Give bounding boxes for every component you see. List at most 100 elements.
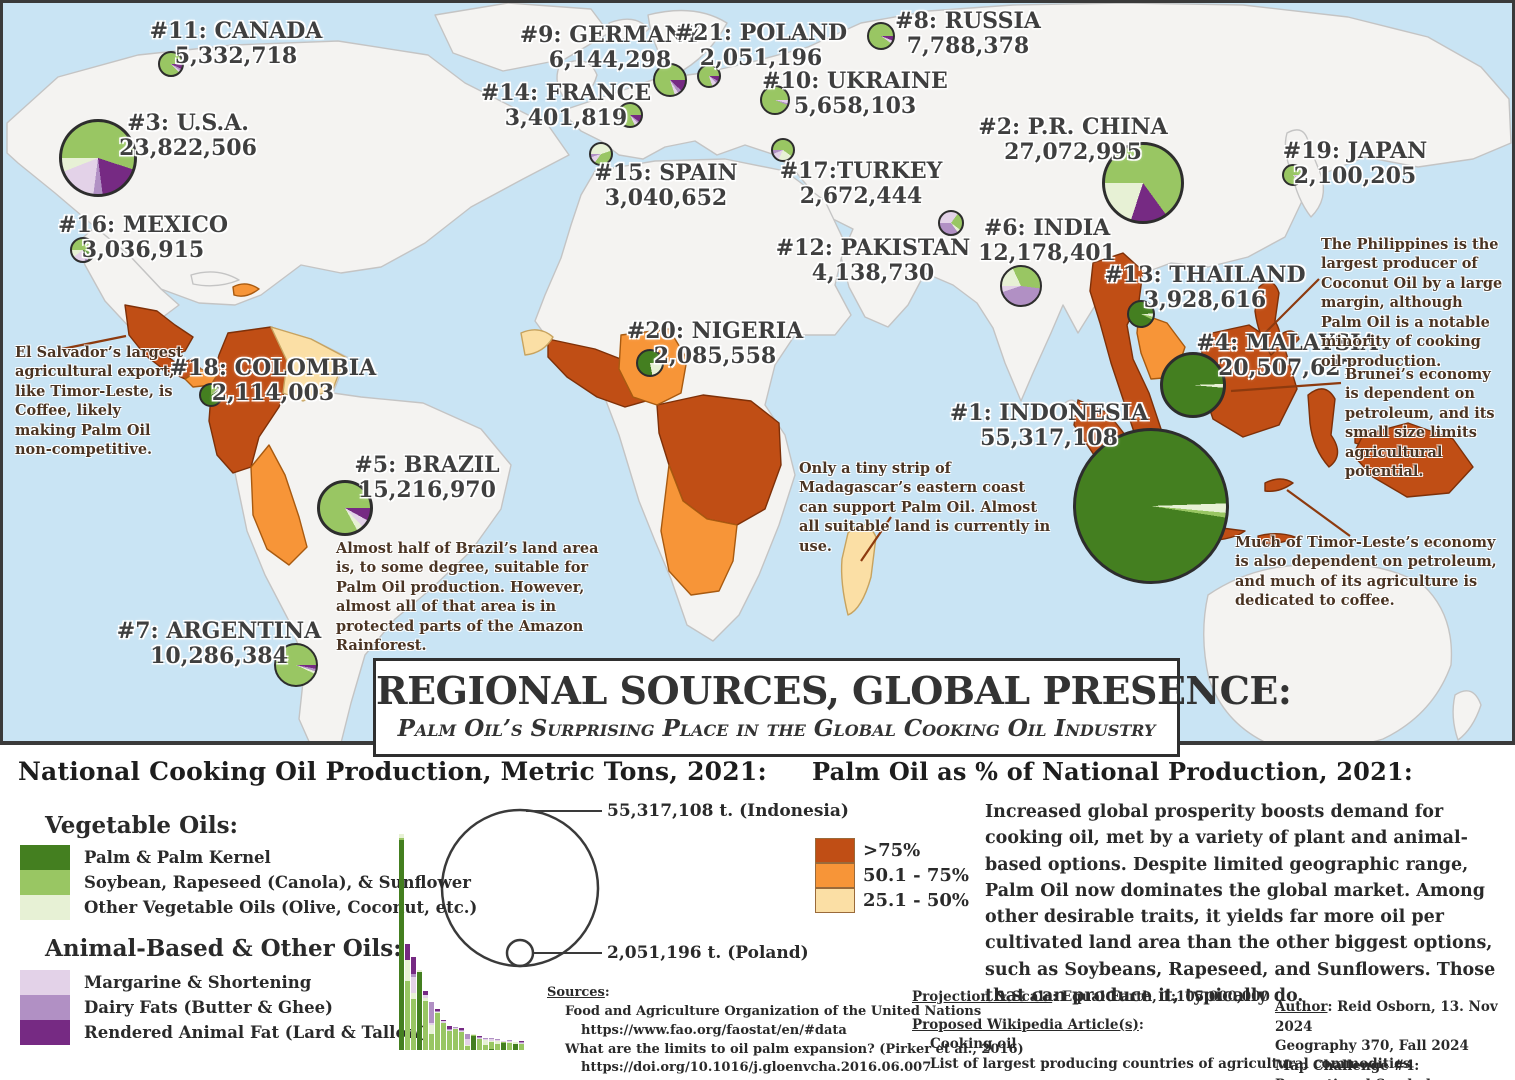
bar-segment-soy	[465, 1045, 470, 1050]
bar--20-nigeria	[513, 1041, 518, 1050]
country-production-value: 2,114,003	[211, 380, 335, 407]
bar-segment-other	[465, 1044, 470, 1046]
country-label: #20: NIGERIA 2,085,558	[626, 318, 804, 370]
choropleth-legend: >75% 50.1 - 75% 25.1 - 50%	[815, 838, 969, 913]
bar--15-spain	[483, 1037, 488, 1050]
country-label: #16: MEXICO 3,036,915	[58, 212, 228, 264]
bar-segment-dairy	[489, 1037, 494, 1039]
bar-segment-marg	[411, 977, 416, 994]
bar-segment-other	[411, 993, 416, 999]
wiki-item: Cooking oil	[930, 1036, 1017, 1053]
bar-segment-dairy	[453, 1027, 458, 1029]
margarine-swatch	[20, 970, 70, 995]
pie--2-p-r-china	[1102, 142, 1184, 224]
country-rank-name: #14: FRANCE	[480, 80, 652, 106]
bar-segment-other	[423, 998, 428, 1001]
legend-label: Other Vegetable Oils (Olive, Coconut, et…	[84, 898, 478, 917]
world-map	[6, 3, 1512, 741]
bar-segment-other	[417, 969, 422, 972]
bar--21-poland	[519, 1040, 524, 1050]
projection-block: Projection & Scale: Equal Earth, 1:105,0…	[912, 988, 1410, 1074]
bar-segment-marg	[483, 1038, 488, 1040]
bar-segment-soy	[507, 1043, 512, 1050]
bar--8-russia	[441, 1019, 446, 1050]
country-production-value: 3,036,915	[81, 237, 205, 264]
bar-segment-other	[399, 834, 404, 839]
bar-segment-soy	[429, 1033, 434, 1050]
legend-row-50-75: 50.1 - 75%	[815, 863, 969, 888]
country-production-value: 7,788,378	[906, 33, 1030, 60]
country-production-value: 55,317,108	[980, 425, 1118, 452]
pie--15-spain	[589, 142, 613, 166]
wiki-heading: Proposed Wikipedia Article(s):	[912, 1016, 1144, 1033]
bar--10-ukraine	[453, 1027, 458, 1050]
legend-row-dairy: Dairy Fats (Butter & Ghee)	[20, 995, 428, 1020]
country-label: #2: P.R. CHINA 27,072,995	[978, 114, 1168, 166]
choropleth-over-75	[124, 252, 1474, 545]
country-rank-name: #15: SPAIN	[594, 160, 738, 186]
bar--11-canada	[459, 1028, 464, 1050]
country-production-value: 2,085,558	[653, 343, 777, 370]
bar-segment-marg	[429, 1022, 434, 1026]
bar-segment-fat	[405, 944, 410, 961]
author-line: Author: Reid Osborn, 13. Nov 2024	[1275, 999, 1498, 1035]
country-rank-name: #21: POLAND	[674, 20, 848, 46]
bar--4-malaysia	[417, 969, 422, 1050]
bar--7-argentina	[435, 1009, 440, 1050]
bar--17-turkey	[495, 1039, 500, 1050]
pie--19-japan	[1282, 164, 1304, 186]
bar-segment-dairy	[411, 973, 416, 978]
bar-segment-soy	[519, 1043, 524, 1050]
bar-segment-soy	[483, 1045, 488, 1050]
pie--20-nigeria	[636, 349, 664, 377]
country-rank-name: #2: P.R. CHINA	[978, 114, 1168, 140]
bar--1-indonesia	[399, 834, 404, 1050]
credit-line: Geography 370, Fall 2024	[1275, 1038, 1469, 1055]
bar-segment-marg	[477, 1038, 482, 1040]
wiki-item: List of largest producing countries of a…	[930, 1055, 1411, 1072]
country-label: #5: BRAZIL 15,216,970	[354, 452, 499, 504]
legend-label: Margarine & Shortening	[84, 973, 312, 992]
country-production-value: 23,822,506	[119, 135, 257, 162]
source-line: Food and Agriculture Organization of the…	[565, 1003, 982, 1019]
palm-swatch	[20, 845, 70, 870]
country-rank-name: #17:TURKEY	[779, 158, 943, 184]
country-label: #3: U.S.A. 23,822,506	[119, 110, 257, 162]
country-label: #11: CANADA 5,332,718	[150, 18, 323, 70]
bar--18-colombia	[501, 1041, 506, 1050]
bar-segment-soy	[453, 1029, 458, 1050]
country-label: #8: RUSSIA 7,788,378	[895, 8, 1041, 60]
bar-segment-soy	[489, 1042, 494, 1049]
bar-segment-marg	[459, 1030, 464, 1032]
annotation-timor-leste: Much of Timor-Leste’s economy is also de…	[1235, 534, 1497, 610]
bar-segment-marg	[507, 1041, 512, 1043]
country-label: #9: GERMANY 6,144,298	[520, 22, 701, 74]
annotation-philippines: The Philippines is the largest producer …	[1321, 236, 1503, 370]
country-label: #15: SPAIN 3,040,652	[594, 160, 738, 212]
bar-segment-palm	[399, 840, 404, 1050]
bar-segment-dairy	[477, 1037, 482, 1039]
bar-segment-soy	[477, 1039, 482, 1050]
country-rank-name: #20: NIGERIA	[626, 318, 804, 344]
bar-segment-fat	[435, 1009, 440, 1011]
animal-oils-heading: Animal-Based & Other Oils:	[45, 935, 402, 962]
bar-segment-palm	[489, 1048, 494, 1050]
country-label: #17:TURKEY 2,672,444	[779, 158, 943, 210]
bar-segment-fat	[441, 1019, 446, 1022]
bar-segment-fat	[423, 990, 428, 996]
pie--18-colombia	[199, 383, 223, 407]
annotation-brunei: Brunei’s economy is dependent on petrole…	[1345, 366, 1495, 481]
animal-oils-legend: Margarine & Shortening Dairy Fats (Butte…	[20, 970, 428, 1045]
country-production-value: 12,178,401	[978, 240, 1116, 267]
bar-segment-dairy	[507, 1040, 512, 1042]
pie--13-thailand	[1127, 300, 1155, 328]
pie--5-brazil	[317, 480, 373, 536]
world-map-area: #1: INDONESIA 55,317,108 #2: P.R. CHINA 27,…	[0, 0, 1515, 745]
country-production-value: 2,051,196	[699, 45, 823, 72]
bar-segment-soy	[495, 1043, 500, 1050]
bar-segment-marg	[453, 1028, 458, 1030]
country-rank-name: #16: MEXICO	[58, 212, 228, 238]
bar-segment-marg	[501, 1041, 506, 1043]
pie--17-turkey	[771, 138, 795, 162]
country-label: #18: COLOMBIA 2,114,003	[170, 355, 376, 407]
